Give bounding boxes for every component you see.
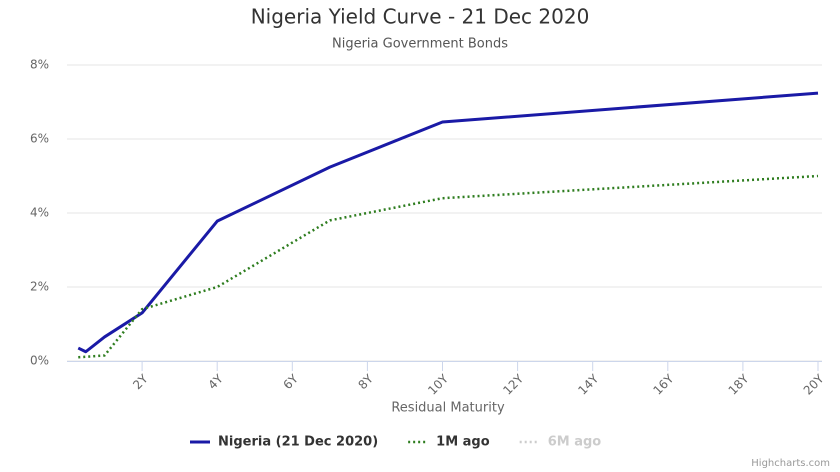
x-tick-label: 10Y: [425, 371, 451, 397]
x-axis-title: Residual Maturity: [391, 401, 505, 416]
legend-label[interactable]: Nigeria (21 Dec 2020): [218, 435, 378, 450]
y-tick-label: 8%: [30, 58, 49, 72]
y-tick-label: 4%: [30, 206, 49, 220]
chart-title: Nigeria Yield Curve - 21 Dec 2020: [251, 5, 590, 29]
y-tick-label: 0%: [30, 354, 49, 368]
series-line: [78, 174, 819, 359]
x-tick-label: 8Y: [356, 371, 377, 392]
x-tick-label: 16Y: [651, 371, 677, 397]
credits: Highcharts.com: [751, 458, 830, 469]
series-line: [77, 91, 819, 354]
y-tick-label: 6%: [30, 132, 49, 146]
x-tick-label: 18Y: [726, 371, 752, 397]
legend-label[interactable]: 1M ago: [436, 435, 490, 450]
x-tick-label: 14Y: [575, 371, 601, 397]
x-tick-label: 12Y: [500, 371, 526, 397]
x-tick-label: 6Y: [280, 371, 301, 392]
x-tick-label: 20Y: [801, 371, 827, 397]
x-tick-label: 4Y: [205, 371, 226, 392]
x-tick-label: 2Y: [130, 371, 151, 392]
legend-label[interactable]: 6M ago: [548, 435, 602, 450]
y-tick-label: 2%: [30, 280, 49, 294]
chart-subtitle: Nigeria Government Bonds: [332, 37, 508, 52]
